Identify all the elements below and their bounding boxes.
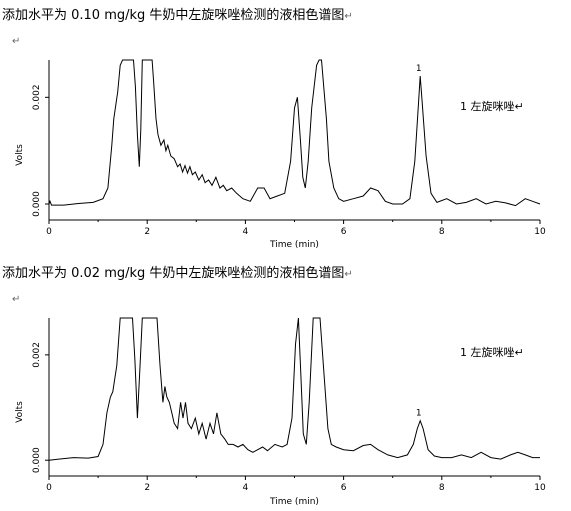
chart-2-x-axis-title: Time (min) [269, 497, 319, 507]
chart-1-x-tick-label-6: 6 [341, 227, 347, 237]
chart-1-y-axis-title: Volts [15, 144, 25, 166]
chart-2-title-text: 添加水平为 0.02 mg/kg 牛奶中左旋咪唑检测的液相色谱图 [2, 266, 345, 281]
chart-1-x-tick-label-8: 8 [439, 227, 445, 237]
chart-1-x-tick-label-10: 10 [534, 227, 546, 237]
chart-1-x-axis-title: Time (min) [269, 240, 319, 250]
chart-1: 0 2 4 6 8 10 0.000 0.002 Time (min) Volts 1 1 左旋咪唑↵ [15, 59, 546, 250]
chart-1-trace-line [48, 59, 541, 207]
chart-1-x-tick-label-4: 4 [243, 227, 249, 237]
chart-2-y-axis-title: Volts [15, 401, 25, 423]
chart-2-y-tick-label-0.000: 0.000 [32, 447, 42, 473]
chart-2-x-tick-label-4: 4 [243, 483, 249, 493]
chart-1-peak-label: 1 [416, 64, 422, 74]
chart-1-y-tick-label-0.002: 0.002 [32, 84, 42, 110]
chart-1-title-para-mark: ↵ [344, 11, 353, 22]
chart-1-blank-line-mark: ↵ [12, 36, 21, 47]
chart-2: 0 2 4 6 8 10 0.000 0.002 Time (min) Volts 1 1 左旋咪唑↵ [15, 317, 546, 507]
chart-2-x-tick-label-0: 0 [46, 483, 52, 493]
chart-2-x-tick-label-10: 10 [534, 483, 546, 493]
chart-2-y-tick-label-0.002: 0.002 [32, 342, 42, 368]
chart-1-title: 添加水平为 0.10 mg/kg 牛奶中左旋咪唑检测的液相色谱图↵ [2, 4, 353, 23]
chart-2-x-tick-label-6: 6 [341, 483, 347, 493]
chart-2-x-tick-label-2: 2 [144, 483, 150, 493]
chart-2-x-tick-label-8: 8 [439, 483, 445, 493]
chart-1-x-tick-label-0: 0 [46, 227, 52, 237]
chart-1-y-tick-label-0.000: 0.000 [32, 191, 42, 217]
chart-2-trace-line [48, 317, 540, 461]
chart-2-title-para-mark: ↵ [344, 269, 353, 280]
chart-2-blank-line-mark: ↵ [12, 294, 21, 305]
chart-1-x-tick-label-2: 2 [144, 227, 150, 237]
chart-2-title: 添加水平为 0.02 mg/kg 牛奶中左旋咪唑检测的液相色谱图↵ [2, 262, 353, 281]
chart-2-peak-label: 1 [416, 409, 422, 419]
chart-2-legend-text: 1 左旋咪唑↵ [460, 345, 524, 359]
chart-1-title-text: 添加水平为 0.10 mg/kg 牛奶中左旋咪唑检测的液相色谱图 [2, 8, 345, 23]
chart-1-legend-text: 1 左旋咪唑↵ [460, 99, 524, 113]
